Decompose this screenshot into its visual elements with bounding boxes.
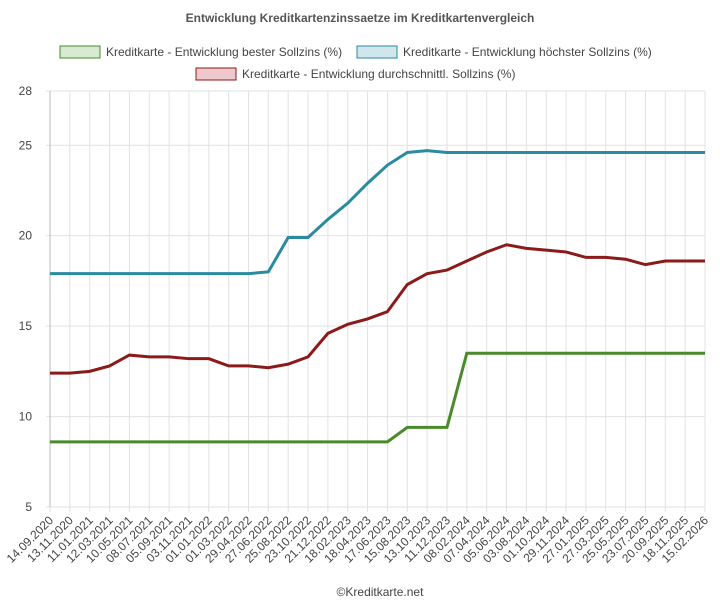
legend-swatch <box>356 45 398 59</box>
series-line <box>50 351 705 444</box>
y-tick-label: 5 <box>25 500 32 514</box>
series-line <box>50 149 705 276</box>
legend-swatch <box>195 67 237 81</box>
footer: ©Kreditkarte.net <box>337 585 425 599</box>
y-tick-label: 20 <box>19 229 33 243</box>
legend-label: Kreditkarte - Entwicklung höchster Sollz… <box>403 45 652 59</box>
y-tick-label: 10 <box>19 410 33 424</box>
legend-label: Kreditkarte - Entwicklung durchschnittl.… <box>242 67 515 81</box>
legend-label: Kreditkarte - Entwicklung bester Sollzin… <box>106 45 342 59</box>
y-tick-label: 28 <box>19 84 33 98</box>
y-tick-label: 25 <box>19 138 33 152</box>
legend-swatch <box>59 45 101 59</box>
chart-title: Entwicklung Kreditkartenzinssaetze im Kr… <box>186 11 535 25</box>
y-tick-label: 15 <box>19 319 33 333</box>
series-line <box>50 243 705 375</box>
